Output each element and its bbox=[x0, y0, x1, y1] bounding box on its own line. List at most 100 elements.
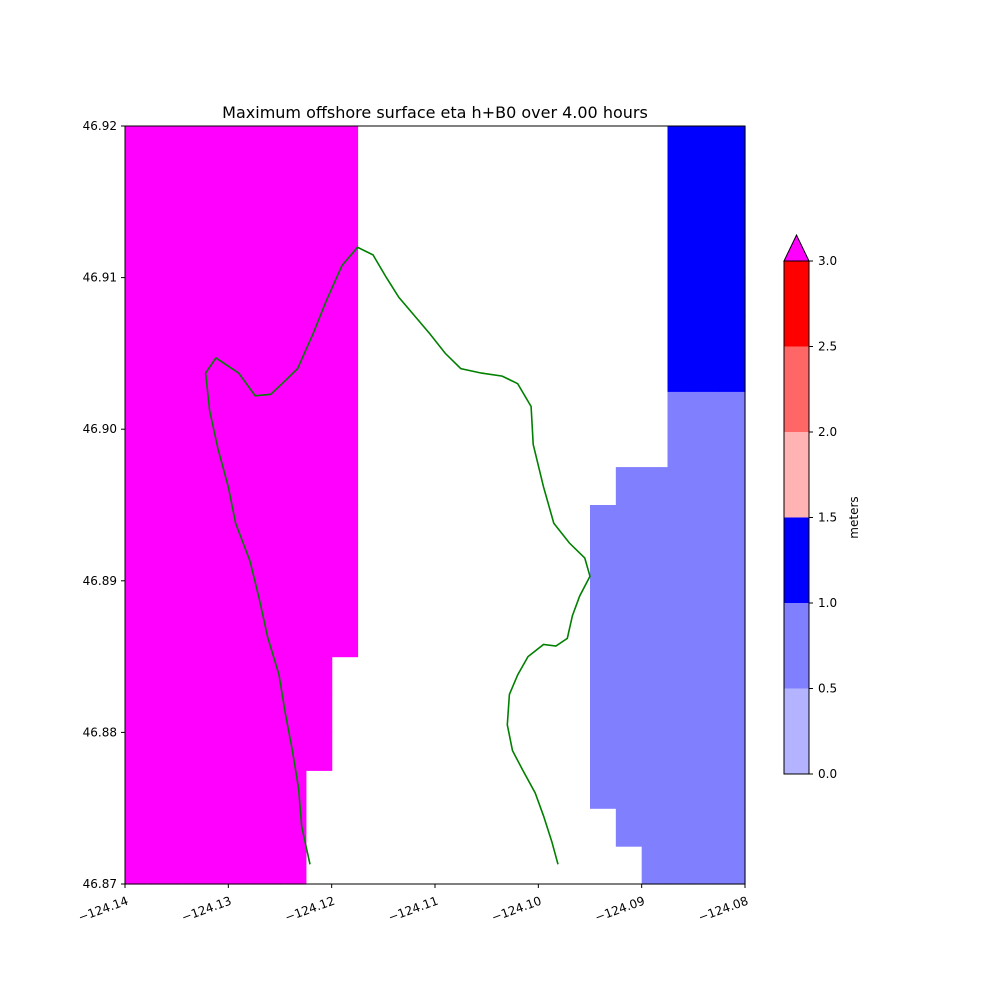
heatmap-cell bbox=[150, 467, 178, 506]
heatmap-cell bbox=[125, 315, 152, 354]
heatmap-cell bbox=[150, 732, 178, 771]
heatmap-cell bbox=[228, 277, 255, 317]
heatmap-cell bbox=[176, 808, 204, 847]
heatmap-cell bbox=[590, 580, 617, 620]
heatmap-cell bbox=[254, 201, 281, 241]
colorbar-tick-label: 1.5 bbox=[818, 511, 837, 525]
heatmap-cell bbox=[150, 163, 178, 203]
heatmap-cell bbox=[615, 770, 643, 809]
heatmap-cell bbox=[331, 618, 359, 658]
heatmap-cell bbox=[125, 505, 152, 544]
heatmap-cell bbox=[693, 732, 720, 771]
heatmap-cell bbox=[331, 542, 359, 582]
heatmap-cell bbox=[667, 808, 694, 847]
heatmap-cell bbox=[125, 467, 152, 506]
x-tick-label: −124.11 bbox=[386, 894, 440, 925]
heatmap-cell bbox=[693, 846, 720, 885]
heatmap-cell bbox=[615, 542, 643, 582]
heatmap-cell bbox=[615, 732, 643, 771]
heatmap-cell bbox=[228, 353, 255, 392]
heatmap-cell bbox=[125, 542, 152, 582]
heatmap-cell bbox=[719, 846, 746, 885]
heatmap-cell bbox=[719, 353, 746, 392]
heatmap-cell bbox=[667, 846, 694, 885]
heatmap-cell bbox=[228, 467, 255, 506]
heatmap-cell bbox=[667, 429, 694, 468]
heatmap-cell bbox=[305, 732, 333, 771]
heatmap-cell bbox=[719, 163, 746, 203]
heatmap-cell bbox=[176, 505, 204, 544]
heatmap-cell bbox=[590, 542, 617, 582]
heatmap-cell bbox=[305, 391, 333, 430]
heatmap-cell bbox=[202, 770, 229, 809]
heatmap-cell bbox=[228, 391, 255, 430]
heatmap-cell bbox=[305, 618, 333, 658]
heatmap-cell bbox=[719, 656, 746, 696]
heatmap-cell bbox=[719, 391, 746, 430]
heatmap-cell bbox=[150, 391, 178, 430]
heatmap-cell bbox=[719, 277, 746, 317]
heatmap-cell bbox=[280, 467, 307, 506]
heatmap-cell bbox=[667, 277, 694, 317]
heatmap-cell bbox=[254, 467, 281, 506]
heatmap-cell bbox=[667, 353, 694, 392]
heatmap-cell bbox=[305, 163, 333, 203]
colorbar-band bbox=[784, 261, 809, 347]
colorbar-tick-label: 0.0 bbox=[818, 767, 837, 781]
heatmap-cell bbox=[693, 694, 720, 733]
heatmap-cell bbox=[615, 580, 643, 620]
colorbar-tick-label: 1.0 bbox=[818, 596, 837, 610]
heatmap-cell bbox=[176, 694, 204, 733]
heatmap-cell bbox=[693, 618, 720, 658]
heatmap-cell bbox=[125, 808, 152, 847]
heatmap-cell bbox=[280, 126, 307, 165]
heatmap-cell bbox=[641, 580, 669, 620]
heatmap-cell bbox=[305, 542, 333, 582]
heatmap-cell bbox=[641, 732, 669, 771]
heatmap-cell bbox=[331, 391, 359, 430]
heatmap-cell bbox=[667, 580, 694, 620]
heatmap-cell bbox=[202, 391, 229, 430]
heatmap-cell bbox=[176, 732, 204, 771]
colorbar-tick-label: 2.5 bbox=[818, 340, 837, 354]
heatmap-cell bbox=[693, 163, 720, 203]
heatmap-cell bbox=[331, 277, 359, 317]
heatmap-cell bbox=[280, 315, 307, 354]
heatmap-cell bbox=[719, 580, 746, 620]
heatmap-cell bbox=[615, 505, 643, 544]
heatmap-cell bbox=[590, 770, 617, 809]
heatmap-cell bbox=[615, 467, 643, 506]
heatmap-cell bbox=[125, 126, 152, 165]
colorbar-band bbox=[784, 688, 809, 774]
heatmap-cell bbox=[693, 239, 720, 279]
heatmap-cell bbox=[254, 846, 281, 885]
heatmap-cell bbox=[305, 239, 333, 279]
heatmap-cell bbox=[254, 505, 281, 544]
heatmap-cell bbox=[615, 656, 643, 696]
heatmap-cell bbox=[305, 505, 333, 544]
heatmap-cell bbox=[693, 542, 720, 582]
y-tick-label: 46.92 bbox=[83, 119, 117, 133]
heatmap-cell bbox=[176, 163, 204, 203]
heatmap-cell bbox=[176, 201, 204, 241]
heatmap-cell bbox=[150, 239, 178, 279]
heatmap-cell bbox=[719, 201, 746, 241]
heatmap-cell bbox=[202, 656, 229, 696]
colorbar-extend-triangle bbox=[783, 233, 810, 262]
x-tick-label: −124.14 bbox=[76, 894, 130, 925]
heatmap-cell bbox=[202, 239, 229, 279]
colorbar-tick-label: 2.0 bbox=[818, 425, 837, 439]
x-tick-label: −124.08 bbox=[696, 894, 750, 925]
y-tick-label: 46.91 bbox=[83, 271, 117, 285]
heatmap-cell bbox=[641, 505, 669, 544]
heatmap-cell bbox=[125, 239, 152, 279]
heatmap-cell bbox=[331, 467, 359, 506]
heatmap-cell bbox=[254, 239, 281, 279]
heatmap-cell bbox=[719, 126, 746, 165]
heatmap-cell bbox=[125, 277, 152, 317]
heatmap-cell bbox=[667, 163, 694, 203]
colorbar-label: meters bbox=[847, 496, 861, 538]
x-tick-label: −124.12 bbox=[283, 894, 337, 925]
heatmap-cell bbox=[125, 163, 152, 203]
